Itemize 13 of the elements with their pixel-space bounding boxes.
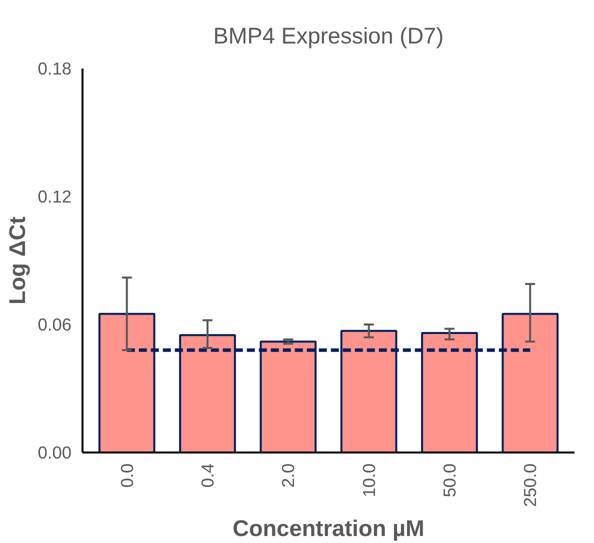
y-axis-title: Log ΔCt — [4, 216, 30, 304]
x-tick-label: 0.4 — [198, 463, 218, 488]
x-tick-label: 50.0 — [439, 463, 460, 498]
x-tick-label: 0.0 — [116, 463, 137, 488]
chart-title: BMP4 Expression (D7) — [213, 22, 444, 48]
y-tick-label: 0.12 — [38, 186, 72, 206]
x-tick-label: 10.0 — [358, 463, 379, 498]
x-tick-label: 2.0 — [278, 463, 298, 488]
x-tick-label: 250.0 — [520, 463, 540, 507]
y-tick-label: 0.00 — [38, 442, 72, 462]
y-tick-label: 0.06 — [38, 314, 72, 334]
x-axis-title: Concentration µM — [232, 514, 424, 541]
y-tick-label: 0.18 — [38, 58, 72, 78]
